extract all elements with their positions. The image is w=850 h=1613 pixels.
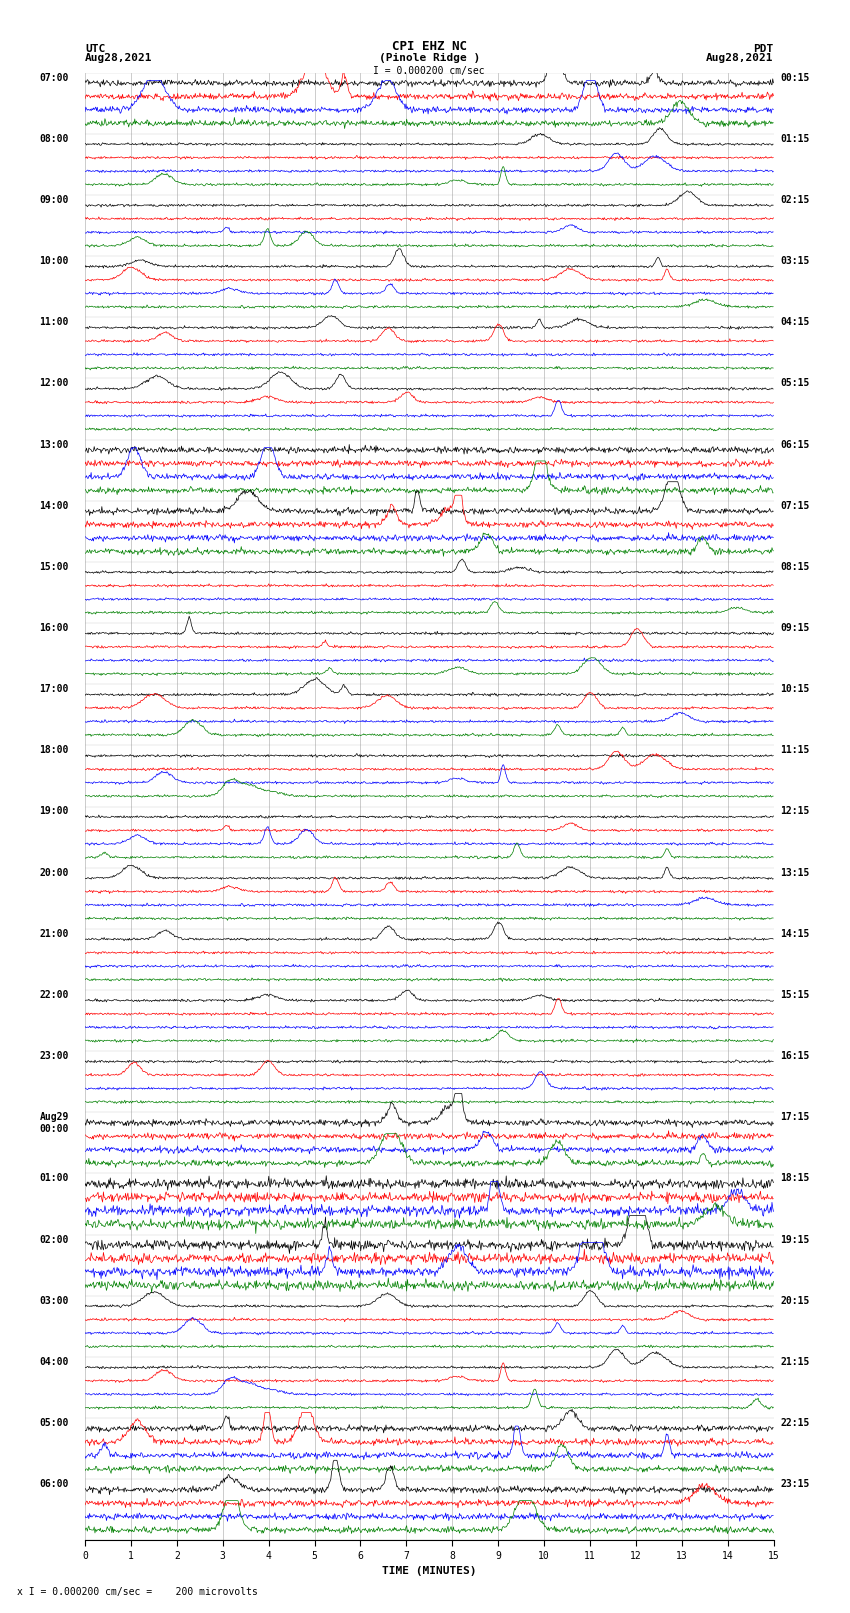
Text: 19:15: 19:15 (780, 1234, 810, 1245)
Text: 15:15: 15:15 (780, 990, 810, 1000)
Text: 01:15: 01:15 (780, 134, 810, 144)
Text: 13:15: 13:15 (780, 868, 810, 877)
Text: 19:00: 19:00 (40, 806, 69, 816)
Text: PDT: PDT (753, 44, 774, 53)
Text: 10:15: 10:15 (780, 684, 810, 694)
Text: 04:15: 04:15 (780, 318, 810, 327)
Text: 18:15: 18:15 (780, 1174, 810, 1184)
Text: 05:15: 05:15 (780, 379, 810, 389)
Text: CPI EHZ NC: CPI EHZ NC (392, 40, 467, 53)
Text: 03:00: 03:00 (40, 1295, 69, 1307)
Text: 13:00: 13:00 (40, 440, 69, 450)
Text: x I = 0.000200 cm/sec =    200 microvolts: x I = 0.000200 cm/sec = 200 microvolts (17, 1587, 258, 1597)
Text: 22:15: 22:15 (780, 1418, 810, 1428)
Text: 09:15: 09:15 (780, 623, 810, 632)
Text: 02:00: 02:00 (40, 1234, 69, 1245)
Text: 23:15: 23:15 (780, 1479, 810, 1489)
Text: 16:15: 16:15 (780, 1052, 810, 1061)
Text: 17:15: 17:15 (780, 1113, 810, 1123)
Text: 12:15: 12:15 (780, 806, 810, 816)
Text: 09:00: 09:00 (40, 195, 69, 205)
Text: 07:15: 07:15 (780, 500, 810, 511)
Text: 08:00: 08:00 (40, 134, 69, 144)
Text: 22:00: 22:00 (40, 990, 69, 1000)
Text: I = 0.000200 cm/sec: I = 0.000200 cm/sec (373, 66, 485, 76)
X-axis label: TIME (MINUTES): TIME (MINUTES) (382, 1566, 477, 1576)
Text: 17:00: 17:00 (40, 684, 69, 694)
Text: 04:00: 04:00 (40, 1357, 69, 1366)
Text: 06:00: 06:00 (40, 1479, 69, 1489)
Text: 14:15: 14:15 (780, 929, 810, 939)
Text: 10:00: 10:00 (40, 256, 69, 266)
Text: 06:15: 06:15 (780, 440, 810, 450)
Text: Aug28,2021: Aug28,2021 (706, 53, 774, 63)
Text: 15:00: 15:00 (40, 561, 69, 573)
Text: 20:00: 20:00 (40, 868, 69, 877)
Text: Aug29
00:00: Aug29 00:00 (40, 1113, 69, 1134)
Text: 05:00: 05:00 (40, 1418, 69, 1428)
Text: 03:15: 03:15 (780, 256, 810, 266)
Text: 23:00: 23:00 (40, 1052, 69, 1061)
Text: 21:00: 21:00 (40, 929, 69, 939)
Text: 01:00: 01:00 (40, 1174, 69, 1184)
Text: 14:00: 14:00 (40, 500, 69, 511)
Text: (Pinole Ridge ): (Pinole Ridge ) (378, 53, 480, 63)
Text: 16:00: 16:00 (40, 623, 69, 632)
Text: Aug28,2021: Aug28,2021 (85, 53, 152, 63)
Text: 08:15: 08:15 (780, 561, 810, 573)
Text: 07:00: 07:00 (40, 73, 69, 82)
Text: 20:15: 20:15 (780, 1295, 810, 1307)
Text: 00:15: 00:15 (780, 73, 810, 82)
Text: 12:00: 12:00 (40, 379, 69, 389)
Text: 11:15: 11:15 (780, 745, 810, 755)
Text: 21:15: 21:15 (780, 1357, 810, 1366)
Text: 02:15: 02:15 (780, 195, 810, 205)
Text: 18:00: 18:00 (40, 745, 69, 755)
Text: UTC: UTC (85, 44, 105, 53)
Text: 11:00: 11:00 (40, 318, 69, 327)
